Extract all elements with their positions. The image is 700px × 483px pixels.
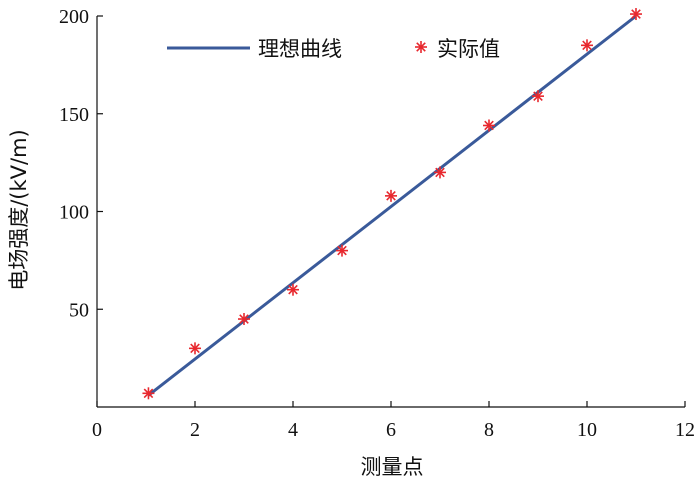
data-point [630,8,642,21]
asterisk-stroke [435,167,445,178]
asterisk-stroke [386,191,396,201]
x-axis-title: 测量点 [361,455,424,479]
data-point [238,313,250,326]
ideal-curve-line [147,14,637,397]
data-point [483,119,495,132]
asterisk-stroke [533,91,543,101]
y-tick-label: 150 [59,104,89,126]
data-point [581,39,593,52]
x-tick-label: 8 [484,419,494,441]
x-tick-label: 2 [190,419,200,441]
y-tick-label: 50 [69,299,89,321]
asterisk-stroke [582,40,592,51]
y-axis-title: 电场强度/(kV/m) [7,129,31,291]
y-tick-label: 100 [59,202,89,224]
x-tick-label: 4 [288,419,298,441]
asterisk-stroke [484,120,494,131]
legend-label-actual: 实际值 [437,37,500,61]
legend: 理想曲线 实际值 [167,37,500,61]
x-tick-label: 6 [386,419,396,441]
asterisk-stroke [416,42,426,52]
data-point [287,283,299,296]
asterisk-stroke [631,9,641,19]
axes: 0 2 4 6 8 10 12 50 100 150 200 [59,6,695,441]
y-tick-label: 200 [59,6,89,28]
data-point [336,244,348,257]
asterisk-stroke [288,284,298,295]
legend-marker-swatch [415,41,427,53]
x-tick-label: 0 [92,419,102,441]
legend-label-ideal: 理想曲线 [258,37,342,61]
data-point [385,189,397,202]
asterisk-stroke [143,388,154,399]
data-point [434,166,446,179]
asterisk-stroke [239,314,249,324]
asterisk-stroke [337,245,347,256]
x-tick-label: 10 [577,419,597,441]
data-point [532,90,544,103]
x-tick-label: 12 [675,419,695,441]
plot-area [142,8,642,400]
asterisk-stroke [190,343,200,354]
data-point [142,387,155,400]
data-point [189,342,201,355]
